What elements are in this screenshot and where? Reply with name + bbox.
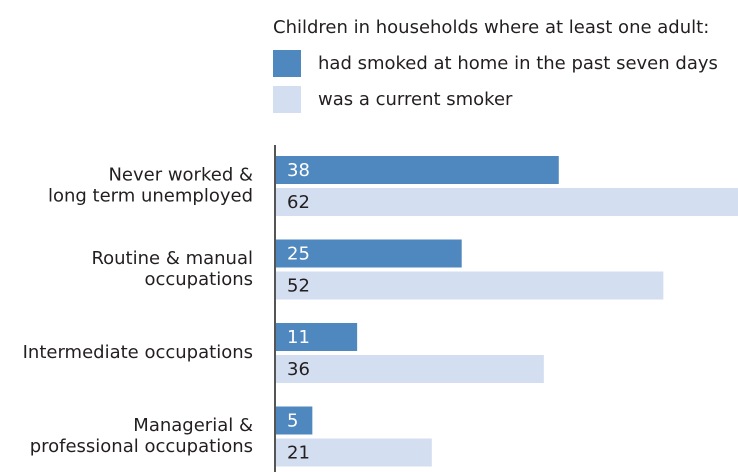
category-label: long term unemployed	[48, 186, 253, 207]
legend-label: had smoked at home in the past seven day…	[318, 53, 718, 74]
bar	[275, 406, 313, 435]
bar	[275, 188, 738, 216]
legend-title: Children in households where at least on…	[273, 17, 709, 38]
category-label: Managerial &	[133, 415, 253, 436]
category-label: Intermediate occupations	[23, 342, 253, 363]
bar	[275, 239, 462, 268]
bar	[275, 271, 664, 300]
legend-swatch	[273, 86, 301, 113]
bar	[275, 156, 559, 184]
bar	[275, 323, 358, 351]
value-label: 52	[287, 276, 310, 297]
value-label: 25	[287, 244, 310, 265]
category-label: Routine & manual	[91, 248, 253, 269]
bar	[275, 438, 432, 467]
category-label: professional occupations	[30, 436, 253, 457]
category-label: occupations	[144, 269, 253, 290]
value-label: 11	[287, 327, 310, 348]
value-label: 21	[287, 443, 310, 464]
legend-swatch	[273, 50, 301, 77]
value-label: 5	[287, 411, 298, 432]
value-label: 62	[287, 192, 310, 213]
value-label: 38	[287, 160, 310, 181]
bar	[275, 355, 544, 383]
legend-label: was a current smoker	[318, 89, 513, 110]
value-label: 36	[287, 359, 310, 380]
category-label: Never worked &	[108, 165, 253, 186]
